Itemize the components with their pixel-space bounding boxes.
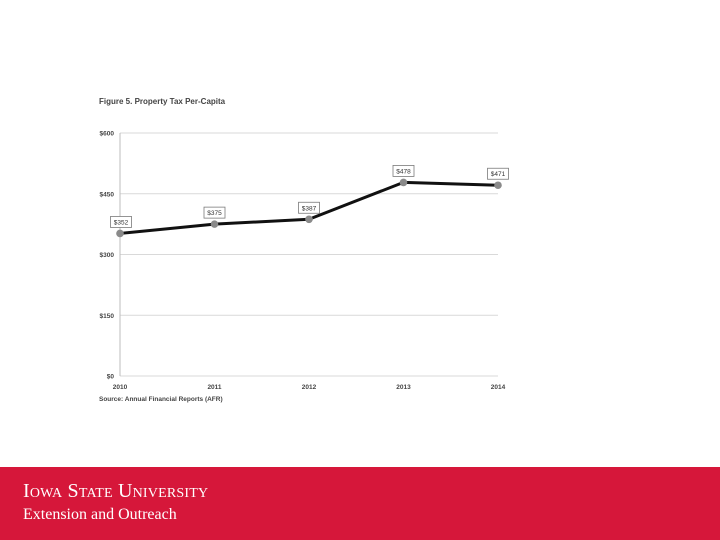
data-point: [116, 229, 124, 238]
data-label-box: [487, 167, 509, 180]
chart-title: Figure 5. Property Tax Per-Capita: [99, 97, 226, 106]
data-label: $387: [302, 205, 317, 212]
x-tick-label: 2011: [207, 384, 221, 391]
data-label: $471: [491, 171, 506, 178]
data-point: [210, 220, 219, 228]
extension-unit-name: Extension and Outreach: [23, 506, 177, 523]
data-label: $478: [396, 168, 411, 175]
data-label: $352: [114, 219, 129, 226]
footer-bar: [0, 467, 720, 540]
data-label-box: [392, 165, 415, 177]
y-tick-label: $450: [100, 191, 115, 198]
y-tick-label: $0: [107, 374, 115, 381]
data-label: $375: [207, 210, 222, 217]
data-point: [399, 178, 408, 187]
data-label-box: [203, 206, 226, 219]
university-wordmark: Iowa State University: [23, 480, 209, 502]
x-tick-label: 2012: [302, 384, 317, 391]
y-tick-label: $600: [100, 131, 115, 138]
data-label-box: [110, 216, 132, 228]
chart-source-note: Source: Annual Financial Reports (AFR): [99, 396, 223, 403]
x-tick-label: 2010: [113, 384, 128, 391]
y-tick-label: $150: [100, 313, 115, 320]
data-point: [305, 215, 313, 224]
x-tick-label: 2013: [396, 384, 411, 391]
y-tick-label: $300: [100, 252, 115, 259]
data-label-box: [298, 201, 320, 214]
data-point: [494, 181, 502, 190]
x-tick-label: 2014: [491, 384, 506, 391]
